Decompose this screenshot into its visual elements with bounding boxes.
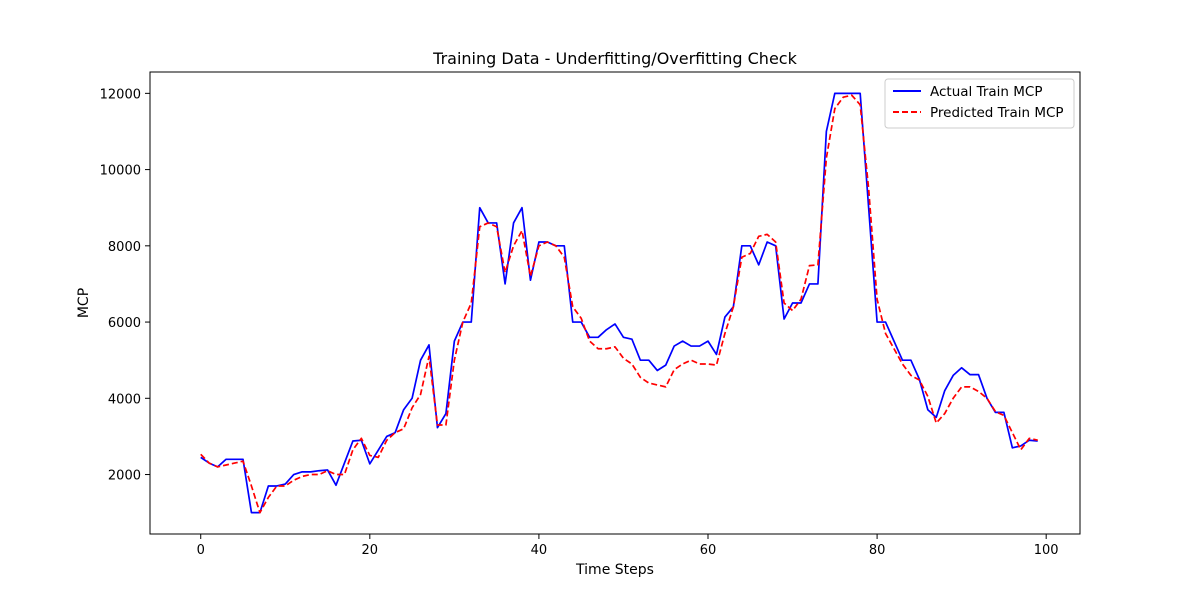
series-line-predicted — [200, 94, 1038, 514]
y-tick-label: 4000 — [108, 392, 141, 407]
series-layer — [200, 92, 1038, 514]
y-axis-label: MCP — [76, 288, 92, 318]
x-tick-label: 100 — [1034, 543, 1059, 558]
plot-frame — [149, 71, 1081, 535]
legend: Actual Train MCP Predicted Train MCP — [884, 78, 1075, 129]
x-tick-label: 80 — [869, 543, 886, 558]
legend-label-actual: Actual Train MCP — [930, 84, 1042, 100]
y-tick-label: 10000 — [100, 164, 141, 179]
x-ticks: 0 20 40 60 80 100 — [197, 534, 1059, 558]
legend-box — [884, 78, 1075, 129]
x-tick-label: 0 — [197, 543, 205, 558]
y-tick-label: 12000 — [100, 87, 141, 102]
y-tick-label: 6000 — [108, 316, 141, 331]
y-tick-label: 8000 — [108, 240, 141, 255]
chart-title: Training Data - Underfitting/Overfitting… — [432, 49, 797, 68]
x-axis-label: Time Steps — [575, 562, 654, 578]
x-tick-label: 60 — [700, 543, 717, 558]
plot-area — [150, 72, 1080, 534]
y-ticks: 2000 4000 6000 8000 10000 12000 — [100, 87, 150, 484]
x-tick-label: 20 — [362, 543, 379, 558]
legend-label-predicted: Predicted Train MCP — [930, 105, 1064, 121]
x-tick-label: 40 — [531, 543, 548, 558]
y-tick-label: 2000 — [108, 469, 141, 484]
